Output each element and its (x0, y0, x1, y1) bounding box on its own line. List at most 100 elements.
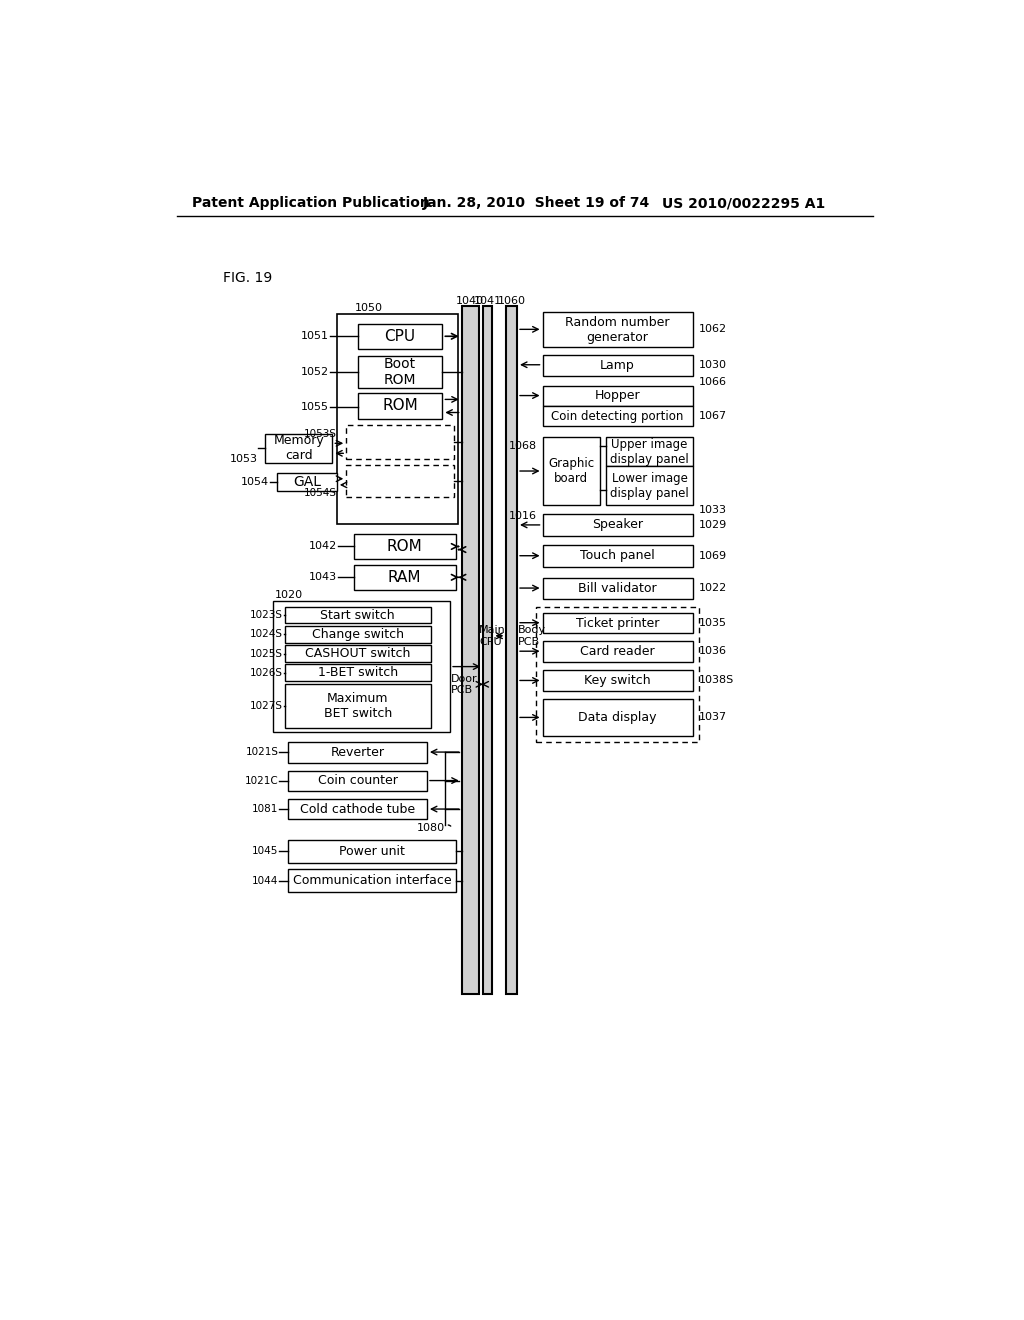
Text: 1-BET switch: 1-BET switch (317, 667, 397, 680)
Text: 1036: 1036 (698, 647, 727, 656)
Text: 1042: 1042 (308, 541, 337, 552)
Text: Upper image
display panel: Upper image display panel (610, 438, 689, 466)
Bar (606, 466, 692, 506)
Text: 1038S: 1038S (698, 676, 734, 685)
Text: 1022: 1022 (698, 583, 727, 593)
Text: Patent Application Publication: Patent Application Publication (193, 197, 430, 210)
Bar (276, 473, 337, 491)
Text: Ticket printer: Ticket printer (575, 616, 659, 630)
Text: 1016: 1016 (509, 511, 538, 521)
Text: 1080: 1080 (417, 824, 444, 833)
Text: 1026S: 1026S (250, 668, 283, 677)
Bar (285, 664, 431, 681)
Text: ROM: ROM (387, 539, 423, 554)
Bar (357, 356, 442, 388)
Text: Boot
ROM: Boot ROM (384, 356, 417, 387)
Text: 1025S: 1025S (250, 648, 283, 659)
Text: 1037: 1037 (698, 713, 727, 722)
Text: 1041: 1041 (474, 296, 502, 306)
Text: 1020: 1020 (275, 590, 303, 601)
Bar (543, 669, 692, 692)
Text: Memory
card: Memory card (273, 434, 325, 462)
Text: 1068: 1068 (509, 441, 538, 451)
Text: 1055: 1055 (301, 403, 330, 412)
Text: 1027S: 1027S (250, 701, 283, 711)
Bar (285, 626, 431, 643)
Bar (285, 684, 431, 729)
Text: 1051: 1051 (301, 331, 330, 342)
Text: 1062: 1062 (698, 325, 727, 334)
Text: US 2010/0022295 A1: US 2010/0022295 A1 (662, 197, 825, 210)
Text: 1069: 1069 (698, 550, 727, 561)
Text: Power unit: Power unit (339, 845, 404, 858)
Bar (357, 393, 442, 418)
Bar (289, 742, 427, 763)
Text: Lamp: Lamp (600, 359, 635, 372)
Text: Door
PCB: Door PCB (451, 673, 477, 696)
Text: Jan. 28, 2010  Sheet 19 of 74: Jan. 28, 2010 Sheet 19 of 74 (423, 197, 650, 210)
Bar (273, 601, 451, 733)
Text: Communication interface: Communication interface (293, 874, 452, 887)
Text: 1053S: 1053S (304, 429, 337, 438)
Bar (543, 578, 692, 599)
Text: 1060: 1060 (498, 296, 525, 306)
Bar (543, 407, 692, 426)
Text: 1045: 1045 (252, 846, 279, 857)
Text: 1035: 1035 (698, 618, 727, 628)
Text: Hopper: Hopper (595, 389, 640, 403)
Text: CASHOUT switch: CASHOUT switch (305, 647, 411, 660)
Bar (543, 545, 692, 566)
Text: Speaker: Speaker (592, 519, 643, 532)
Bar (543, 612, 692, 634)
Text: 1040: 1040 (456, 296, 484, 306)
Bar (285, 645, 431, 663)
Bar (462, 306, 478, 994)
Bar (357, 323, 442, 350)
Bar (606, 437, 692, 466)
Text: 1081: 1081 (252, 804, 279, 814)
Text: Change switch: Change switch (311, 628, 403, 640)
Text: Lower image
display panel: Lower image display panel (610, 471, 689, 500)
Text: Key switch: Key switch (585, 675, 651, 686)
Text: 1066: 1066 (698, 376, 727, 387)
Text: Start switch: Start switch (321, 609, 395, 622)
Text: ROM: ROM (382, 399, 418, 413)
Bar (285, 607, 431, 623)
Bar (354, 565, 456, 590)
Text: 1052: 1052 (301, 367, 330, 376)
Bar (289, 771, 427, 792)
Bar (265, 434, 333, 462)
Bar (543, 642, 692, 663)
Bar (543, 385, 692, 407)
Bar (354, 535, 456, 558)
Text: GAL: GAL (293, 475, 321, 488)
Text: Cold cathode tube: Cold cathode tube (300, 803, 416, 816)
Text: RAM: RAM (388, 570, 422, 585)
Text: Coin detecting portion: Coin detecting portion (551, 409, 684, 422)
Text: Touch panel: Touch panel (581, 549, 655, 562)
Text: 1024S: 1024S (250, 630, 283, 639)
Bar (483, 306, 493, 994)
Text: 1029: 1029 (698, 520, 727, 529)
Text: 1030: 1030 (698, 360, 727, 370)
Bar (506, 306, 517, 994)
Text: Body
PCB: Body PCB (518, 624, 546, 647)
Text: Card reader: Card reader (581, 645, 655, 659)
Text: Reverter: Reverter (331, 746, 385, 759)
Text: Coin counter: Coin counter (317, 775, 397, 788)
Bar (537, 607, 698, 742)
Text: FIG. 19: FIG. 19 (223, 271, 272, 285)
Text: Maximum
BET switch: Maximum BET switch (324, 692, 392, 721)
Bar (289, 840, 456, 863)
Text: Random number
generator: Random number generator (565, 315, 670, 343)
Text: 1033: 1033 (698, 506, 727, 515)
Bar (543, 437, 600, 506)
Bar (346, 425, 454, 459)
Text: 1054S: 1054S (304, 488, 337, 499)
Bar (337, 314, 458, 524)
Bar (543, 700, 692, 737)
Bar (543, 355, 692, 376)
Bar (543, 313, 692, 347)
Text: Main
CPU: Main CPU (479, 624, 506, 647)
Bar (289, 799, 427, 818)
